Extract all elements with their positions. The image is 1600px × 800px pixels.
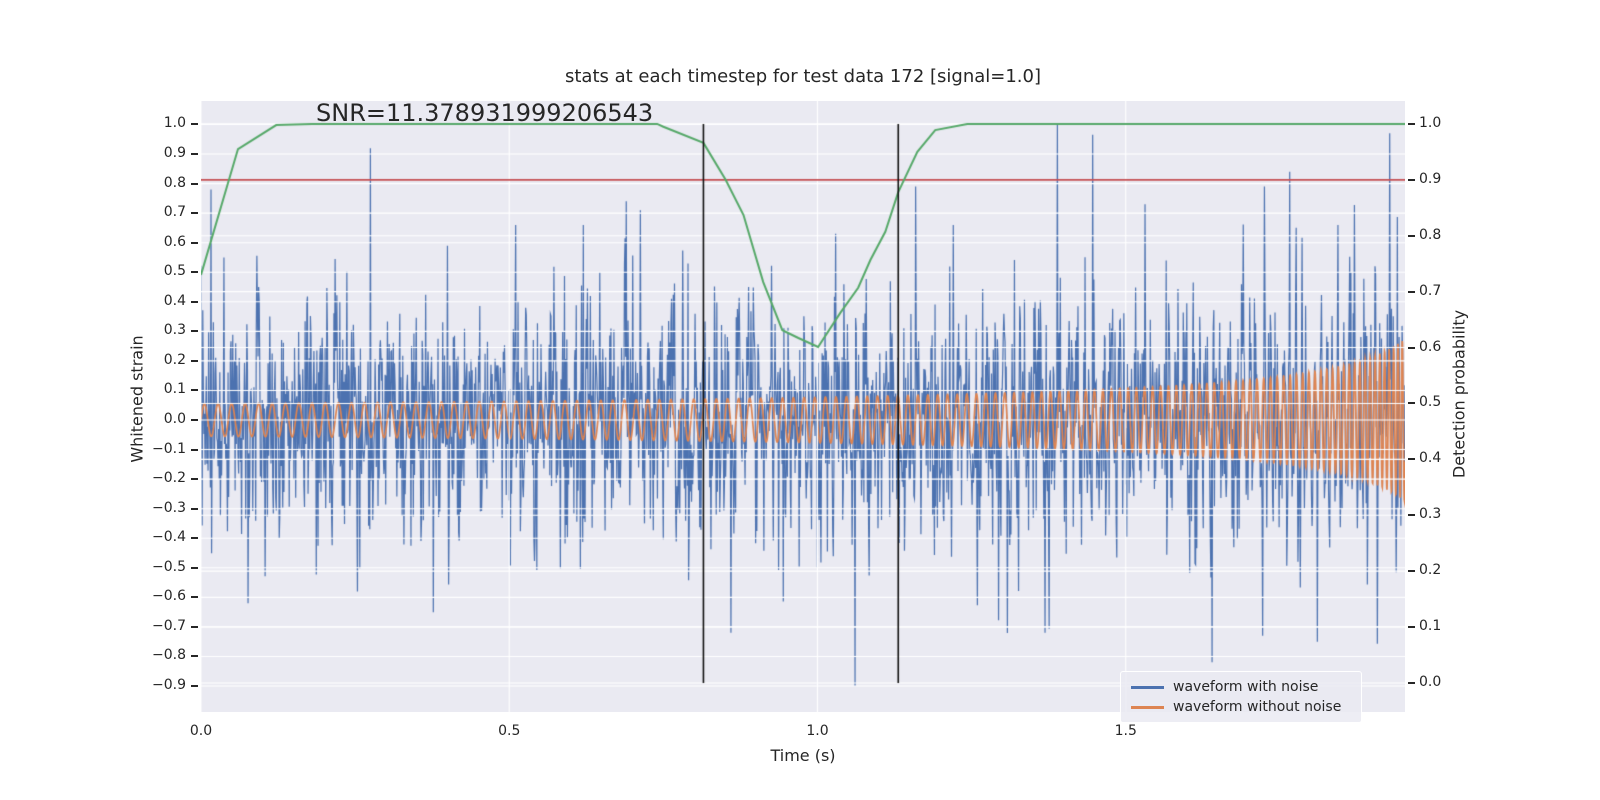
y-right-tick-mark <box>1408 402 1415 405</box>
y-right-tick-label: 0.1 <box>1419 618 1442 635</box>
y-left-tick-mark <box>191 271 198 274</box>
y-left-tick-label: 0.8 <box>163 174 186 191</box>
y-left-tick-label: −0.7 <box>152 617 186 634</box>
y-right-tick-label: 0.8 <box>1419 226 1442 243</box>
y-right-tick-label: 0.6 <box>1419 338 1442 355</box>
y-right-tick-mark <box>1408 178 1415 181</box>
x-tick-label: 1.5 <box>1114 723 1137 739</box>
legend-item: waveform without noise <box>1131 697 1351 717</box>
y-right-tick-mark <box>1408 626 1415 629</box>
snr-annotation: SNR=11.378931999206543 <box>316 99 654 127</box>
chart-canvas <box>201 101 1405 712</box>
plot-area <box>201 101 1405 712</box>
y-right-tick-label: 0.7 <box>1419 282 1442 299</box>
y-left-tick-label: −0.8 <box>152 647 186 664</box>
y-left-tick-mark <box>191 212 198 215</box>
y-right-tick-label: 1.0 <box>1419 114 1442 131</box>
x-tick-label: 1.0 <box>806 723 829 739</box>
y-right-tick-label: 0.4 <box>1419 450 1442 467</box>
legend-item-label: waveform without noise <box>1173 699 1342 715</box>
y-left-tick-mark <box>191 123 198 126</box>
y-axis-label-right: Detection probability <box>1449 309 1469 479</box>
legend-line-waveform-without-noise <box>1131 705 1164 709</box>
x-tick-label: 0.0 <box>189 723 213 739</box>
y-left-tick-mark <box>191 359 198 362</box>
y-left-tick-label: −0.5 <box>152 558 186 575</box>
y-left-tick-mark <box>191 655 198 658</box>
legend-item: waveform with noise <box>1131 677 1351 697</box>
chart-title: stats at each timestep for test data 172… <box>565 66 1041 87</box>
y-right-tick-label: 0.5 <box>1419 394 1442 411</box>
y-right-tick-label: 0.0 <box>1419 673 1442 690</box>
x-tick-label: 0.5 <box>498 723 521 739</box>
legend-line-waveform-with-noise <box>1131 685 1164 689</box>
y-left-tick-mark <box>191 566 198 569</box>
y-left-tick-label: 0.4 <box>163 292 186 309</box>
y-right-tick-mark <box>1408 458 1415 461</box>
legend: waveform with noise waveform without noi… <box>1120 671 1362 723</box>
y-right-tick-label: 0.9 <box>1419 170 1442 187</box>
y-left-tick-label: 0.1 <box>163 381 186 398</box>
y-left-tick-label: 0.2 <box>163 351 186 368</box>
y-axis-label-left: Whitened strain <box>127 335 147 463</box>
y-right-tick-label: 0.2 <box>1419 562 1442 579</box>
y-left-tick-mark <box>191 182 198 185</box>
y-left-tick-label: −0.4 <box>152 529 186 546</box>
y-left-tick-label: −0.9 <box>152 676 186 693</box>
y-left-tick-mark <box>191 419 198 422</box>
y-right-tick-mark <box>1408 570 1415 573</box>
y-left-tick-mark <box>191 448 198 451</box>
y-left-tick-label: 0.9 <box>163 145 186 162</box>
y-right-tick-mark <box>1408 514 1415 517</box>
y-right-tick-mark <box>1408 122 1415 125</box>
y-left-tick-mark <box>191 478 198 481</box>
y-left-tick-label: −0.6 <box>152 588 186 605</box>
y-left-tick-mark <box>191 625 198 628</box>
y-left-tick-mark <box>191 684 198 687</box>
y-left-tick-mark <box>191 507 198 510</box>
y-left-tick-label: −0.3 <box>152 499 186 516</box>
y-left-tick-mark <box>191 389 198 392</box>
y-left-tick-label: 0.6 <box>163 233 186 250</box>
y-left-tick-mark <box>191 241 198 244</box>
y-left-tick-label: 0.5 <box>163 263 186 280</box>
y-left-tick-label: −0.1 <box>152 440 186 457</box>
y-left-tick-mark <box>191 330 198 333</box>
legend-item-label: waveform with noise <box>1173 679 1319 695</box>
y-left-tick-mark <box>191 537 198 540</box>
y-left-tick-label: 0.7 <box>163 204 186 221</box>
y-right-tick-label: 0.3 <box>1419 506 1442 523</box>
x-axis-label: Time (s) <box>770 746 836 765</box>
y-left-tick-mark <box>191 153 198 156</box>
y-right-tick-mark <box>1408 346 1415 349</box>
y-right-tick-mark <box>1408 234 1415 237</box>
y-right-tick-mark <box>1408 290 1415 293</box>
y-left-tick-label: −0.2 <box>152 470 186 487</box>
y-left-tick-mark <box>191 300 198 303</box>
y-right-tick-mark <box>1408 681 1415 684</box>
y-left-tick-mark <box>191 596 198 599</box>
y-left-tick-label: 1.0 <box>163 115 186 132</box>
y-left-tick-label: 0.3 <box>163 322 186 339</box>
y-left-tick-label: 0.0 <box>163 411 186 428</box>
